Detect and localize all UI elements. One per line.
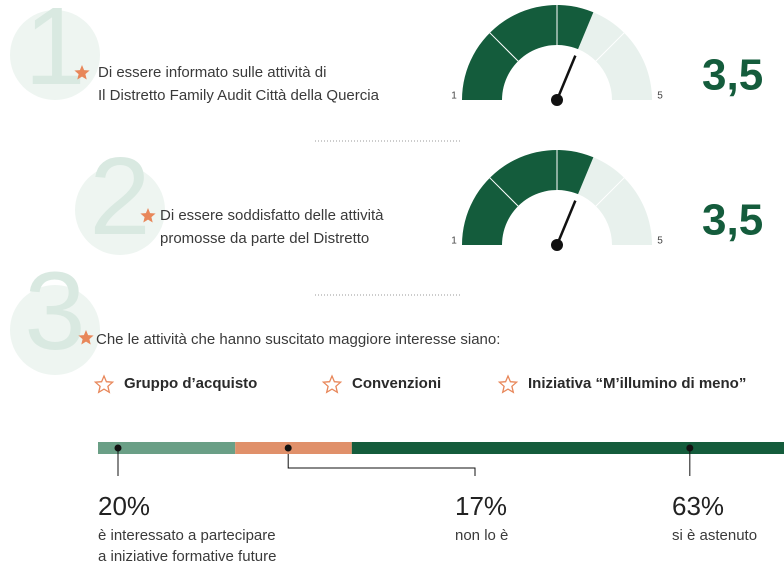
statement: promosse da parte del Distretto xyxy=(160,230,369,247)
activity-label: Iniziativa “M’illumino di meno” xyxy=(528,375,746,392)
number-circle xyxy=(10,285,100,375)
percent-desc: a iniziative formative future xyxy=(98,548,276,565)
statement: Il Distretto Family Audit Città della Qu… xyxy=(98,87,380,104)
bar-segment xyxy=(98,442,236,454)
gauge-divider xyxy=(489,32,519,62)
statement: Di essere informato sulle attività di xyxy=(98,64,326,81)
section-number: 2 xyxy=(89,135,150,258)
leader-dot xyxy=(114,444,122,452)
section-number: 3 xyxy=(24,250,85,373)
leader-dot xyxy=(284,444,292,452)
percent-desc: si è astenuto xyxy=(672,527,757,544)
percent-desc: non lo è xyxy=(455,527,508,544)
gauge-needle xyxy=(555,200,577,246)
leader-dot xyxy=(686,444,694,452)
gauge-hub xyxy=(551,94,563,106)
gauge-fill xyxy=(462,150,594,245)
gauge-value: 3,5 xyxy=(702,51,763,100)
gauge-fill xyxy=(462,4,594,100)
gauge-divider xyxy=(595,32,625,62)
leader xyxy=(287,454,476,476)
star-icon xyxy=(74,65,90,80)
gauge-divider xyxy=(489,177,519,207)
percent-label: 20% xyxy=(98,491,150,521)
gauge-needle xyxy=(555,55,577,101)
activity-label: Convenzioni xyxy=(352,375,441,392)
percent-label: 63% xyxy=(672,491,724,521)
percent-desc: è interessato a partecipare xyxy=(98,527,276,544)
gauge-min: 1 xyxy=(451,236,457,247)
percent-label: 17% xyxy=(455,491,507,521)
bar-segment xyxy=(235,442,352,454)
gauge-min: 1 xyxy=(451,91,457,102)
bar-segment xyxy=(351,442,784,454)
activity-label: Gruppo d’acquisto xyxy=(124,375,257,392)
gauge-max: 5 xyxy=(657,236,663,247)
star-icon xyxy=(497,374,519,394)
statement: Che le attività che hanno suscitato magg… xyxy=(96,331,500,348)
statement: Di essere soddisfatto delle attività xyxy=(160,207,384,224)
number-circle xyxy=(75,165,165,255)
star-icon xyxy=(78,330,94,345)
gauge-divider xyxy=(595,177,625,207)
gauge-hub xyxy=(551,239,563,251)
number-circle xyxy=(10,10,100,100)
star-icon xyxy=(93,374,115,394)
star-icon xyxy=(140,208,156,223)
section-number: 1 xyxy=(24,0,85,108)
gauge-value: 3,5 xyxy=(702,196,763,245)
gauge-max: 5 xyxy=(657,91,663,102)
star-icon xyxy=(321,374,343,394)
